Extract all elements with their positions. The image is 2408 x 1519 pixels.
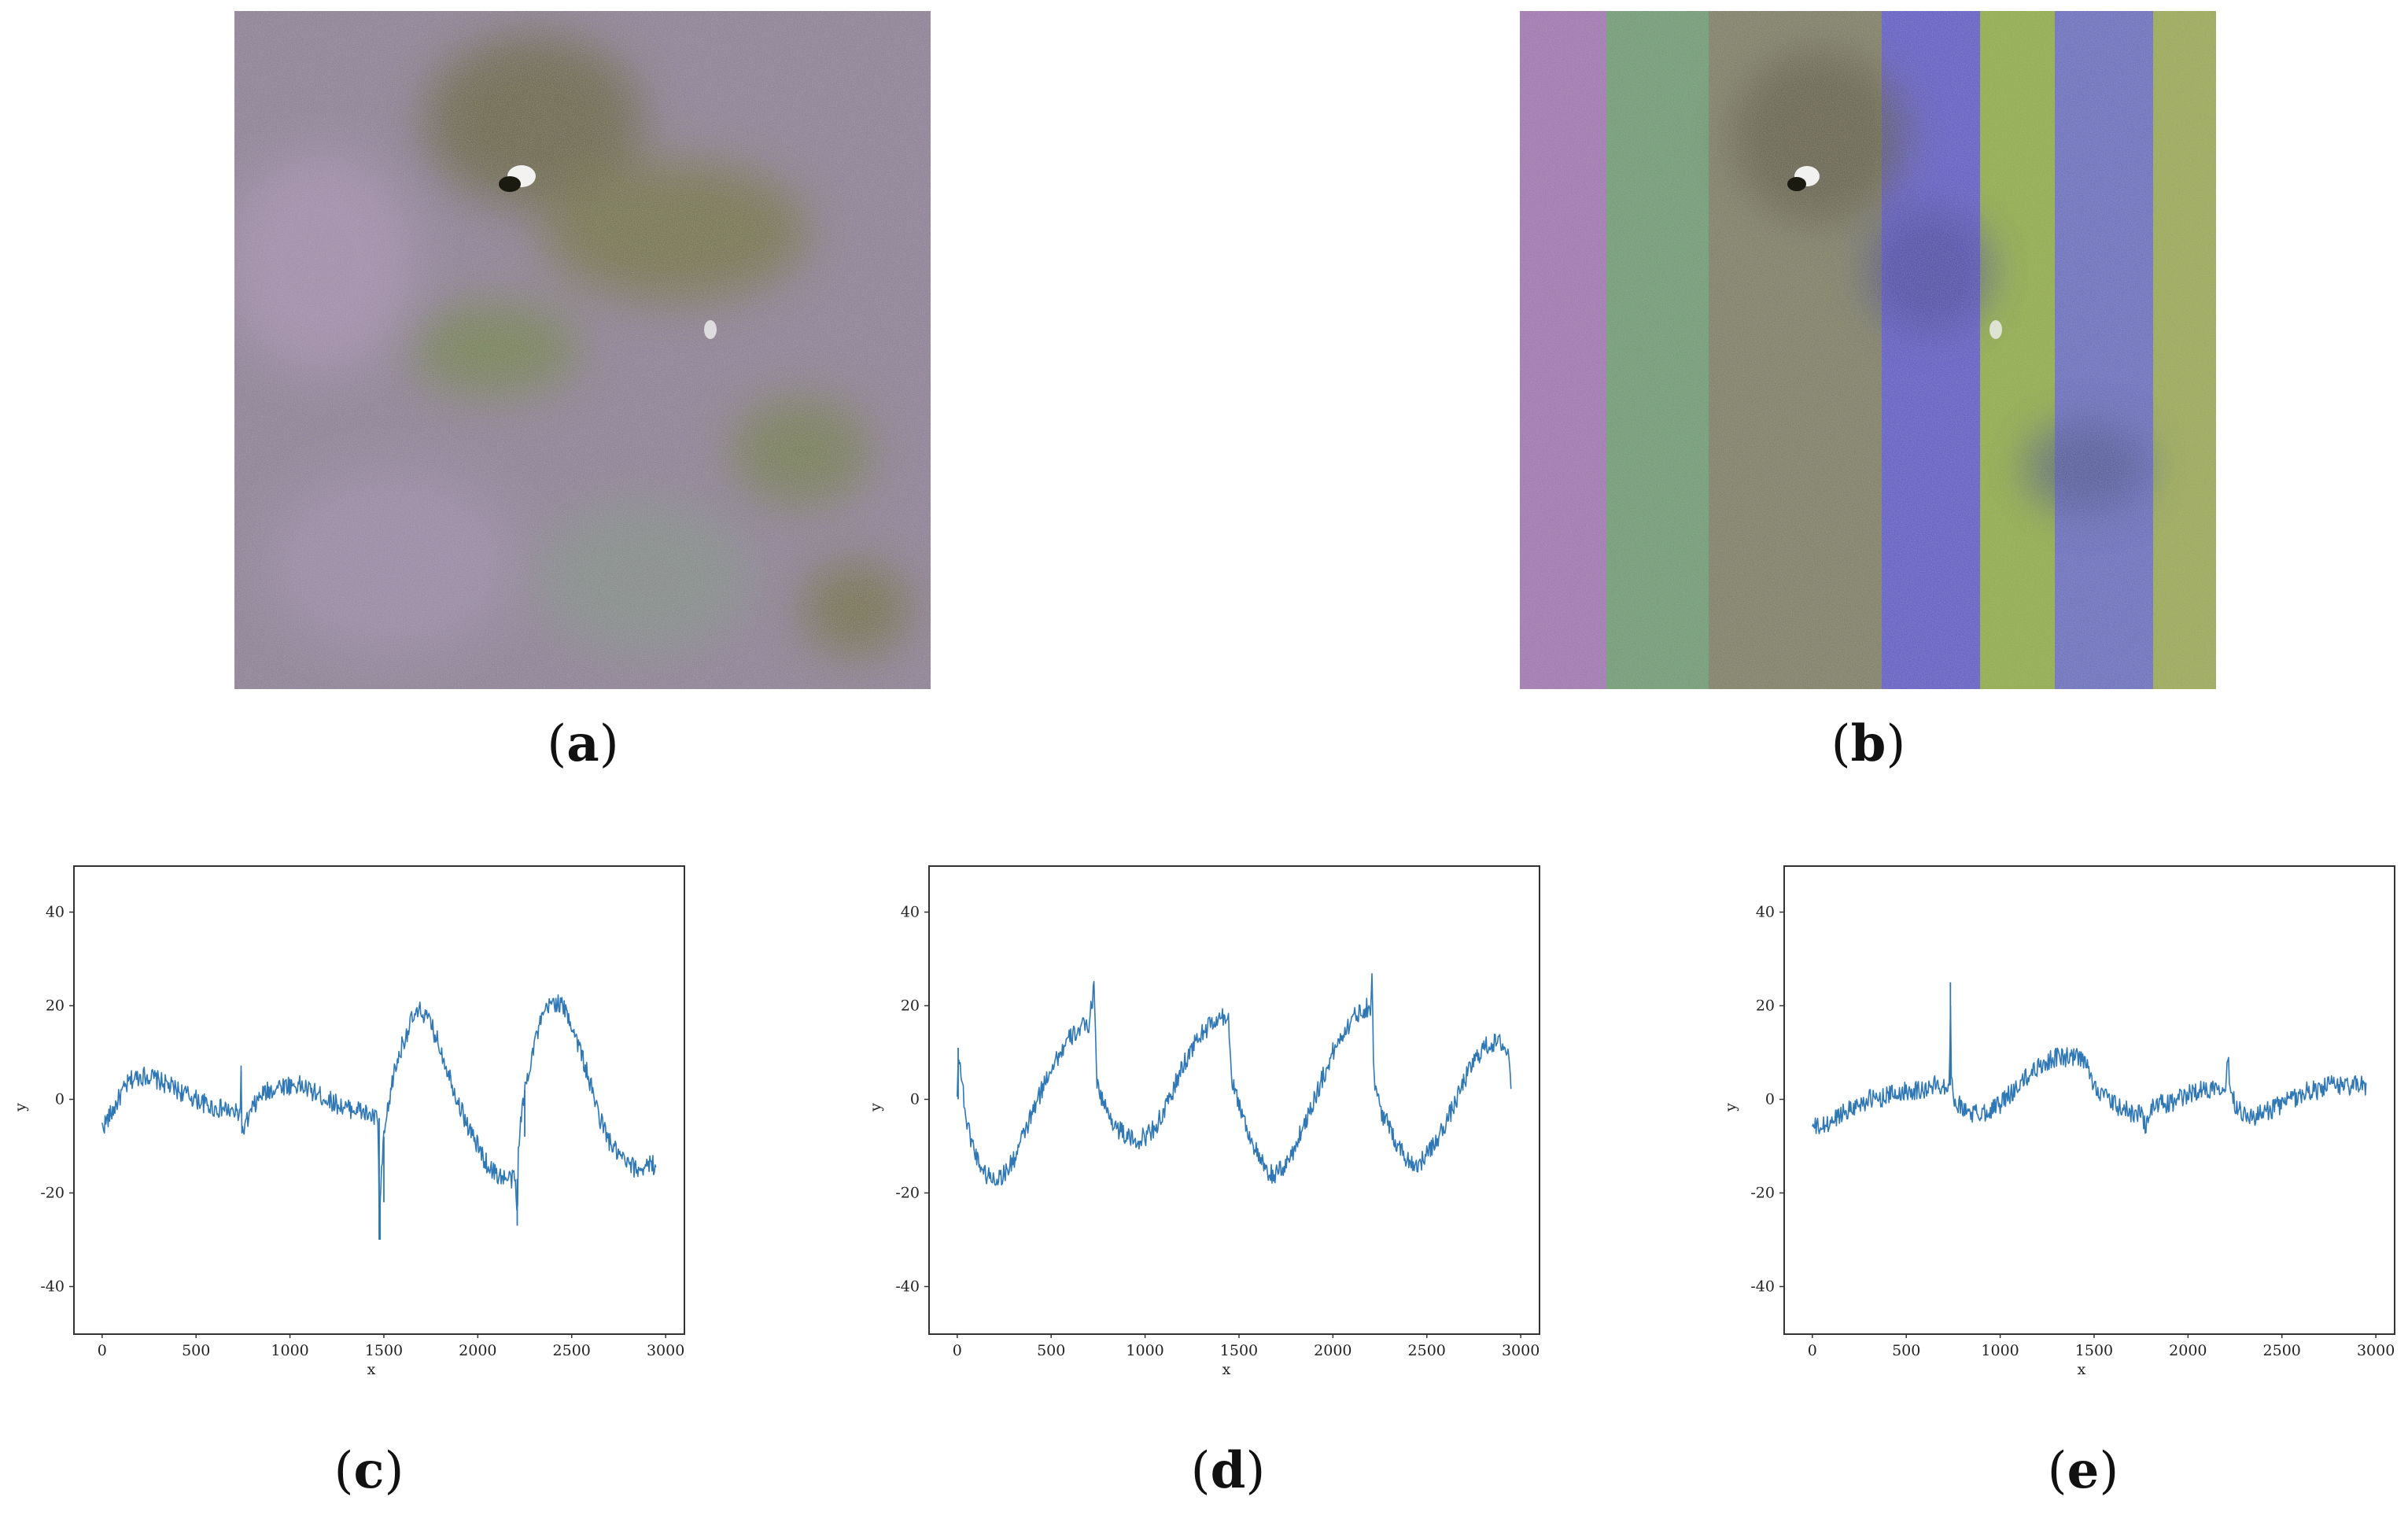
- caption-b: (b): [1831, 714, 1906, 773]
- x-tick-label: 1000: [1981, 1342, 2019, 1359]
- plot-frame: [73, 865, 685, 1335]
- x-tick-label: 0: [98, 1342, 107, 1359]
- caption-e: (e): [2047, 1441, 2119, 1500]
- x-tick-label: 0: [1808, 1342, 1817, 1359]
- x-tick-label: 1500: [1220, 1342, 1258, 1359]
- satellite-image-a: [234, 11, 931, 689]
- chart-c-svg: 0 500 1000 1500 2000 2500 3000 -40 -20 0 20 40 x y: [12, 865, 685, 1378]
- x-tick-label: 1000: [271, 1342, 308, 1359]
- x-tick-label: 2000: [1314, 1342, 1352, 1359]
- caption-c: (c): [334, 1441, 404, 1500]
- chart-c: 0 500 1000 1500 2000 2500 3000 -40 -20 0 20 40 x y: [0, 865, 708, 1392]
- y-tick-label: 20: [901, 997, 920, 1015]
- satellite-image-a-graphic: [234, 11, 931, 689]
- x-tick-label: 1500: [365, 1342, 403, 1359]
- y-tick-label: 40: [901, 904, 920, 921]
- x-tick-label: 2500: [1408, 1342, 1446, 1359]
- y-axis-label: y: [1722, 1103, 1739, 1112]
- chart-d: 0 500 1000 1500 2000 2500 3000 -40 -20 0 20 40 x y: [855, 865, 1563, 1392]
- y-tick-label: 0: [910, 1091, 920, 1108]
- y-tick-label: -40: [1750, 1278, 1775, 1296]
- satellite-image-b-graphic: [1520, 11, 2216, 689]
- x-tick-label: 500: [182, 1342, 210, 1359]
- plot-frame: [1783, 865, 2395, 1335]
- y-tick-label: -40: [895, 1278, 920, 1296]
- x-tick-label: 2000: [459, 1342, 496, 1359]
- y-tick-label: 0: [55, 1091, 65, 1108]
- series-line: [1812, 1005, 2367, 1134]
- x-tick-label: 2000: [2169, 1342, 2207, 1359]
- x-tick-label: 1000: [1126, 1342, 1163, 1359]
- x-axis-label: x: [1222, 1361, 1231, 1378]
- x-tick-label: 500: [1892, 1342, 1920, 1359]
- x-tick-label: 1500: [2075, 1342, 2113, 1359]
- y-tick-label: -40: [40, 1278, 65, 1296]
- x-tick-label: 500: [1037, 1342, 1065, 1359]
- y-tick-label: 40: [1756, 904, 1775, 921]
- x-axis-label: x: [367, 1361, 376, 1378]
- chart-d-svg: 0 500 1000 1500 2000 2500 3000 -40 -20 0 20 40 x y: [867, 865, 1540, 1378]
- x-tick-label: 3000: [1502, 1342, 1540, 1359]
- x-tick-label: 3000: [647, 1342, 684, 1359]
- x-tick-label: 2500: [2263, 1342, 2301, 1359]
- series-line: [957, 973, 1512, 1186]
- y-axis-label: y: [867, 1103, 884, 1112]
- plot-frame: [928, 865, 1540, 1335]
- y-tick-label: -20: [895, 1185, 920, 1202]
- y-tick-label: 20: [46, 997, 65, 1015]
- x-axis-label: x: [2078, 1361, 2086, 1378]
- caption-a: (a): [547, 714, 619, 773]
- y-tick-label: 0: [1765, 1091, 1775, 1108]
- y-axis-label: y: [12, 1103, 29, 1112]
- x-tick-label: 3000: [2357, 1342, 2395, 1359]
- chart-e-svg: 0 500 1000 1500 2000 2500 3000 -40 -20 0 20 40 x y: [1722, 865, 2395, 1378]
- y-tick-label: -20: [1750, 1185, 1775, 1202]
- satellite-image-b: [1520, 11, 2216, 689]
- caption-d: (d): [1190, 1441, 1266, 1500]
- y-tick-label: 20: [1756, 997, 1775, 1015]
- y-tick-label: -20: [40, 1185, 65, 1202]
- x-tick-label: 2500: [553, 1342, 591, 1359]
- y-tick-label: 40: [46, 904, 65, 921]
- x-tick-label: 0: [953, 1342, 962, 1359]
- chart-e: 0 500 1000 1500 2000 2500 3000 -40 -20 0 20 40 x y: [1710, 865, 2408, 1392]
